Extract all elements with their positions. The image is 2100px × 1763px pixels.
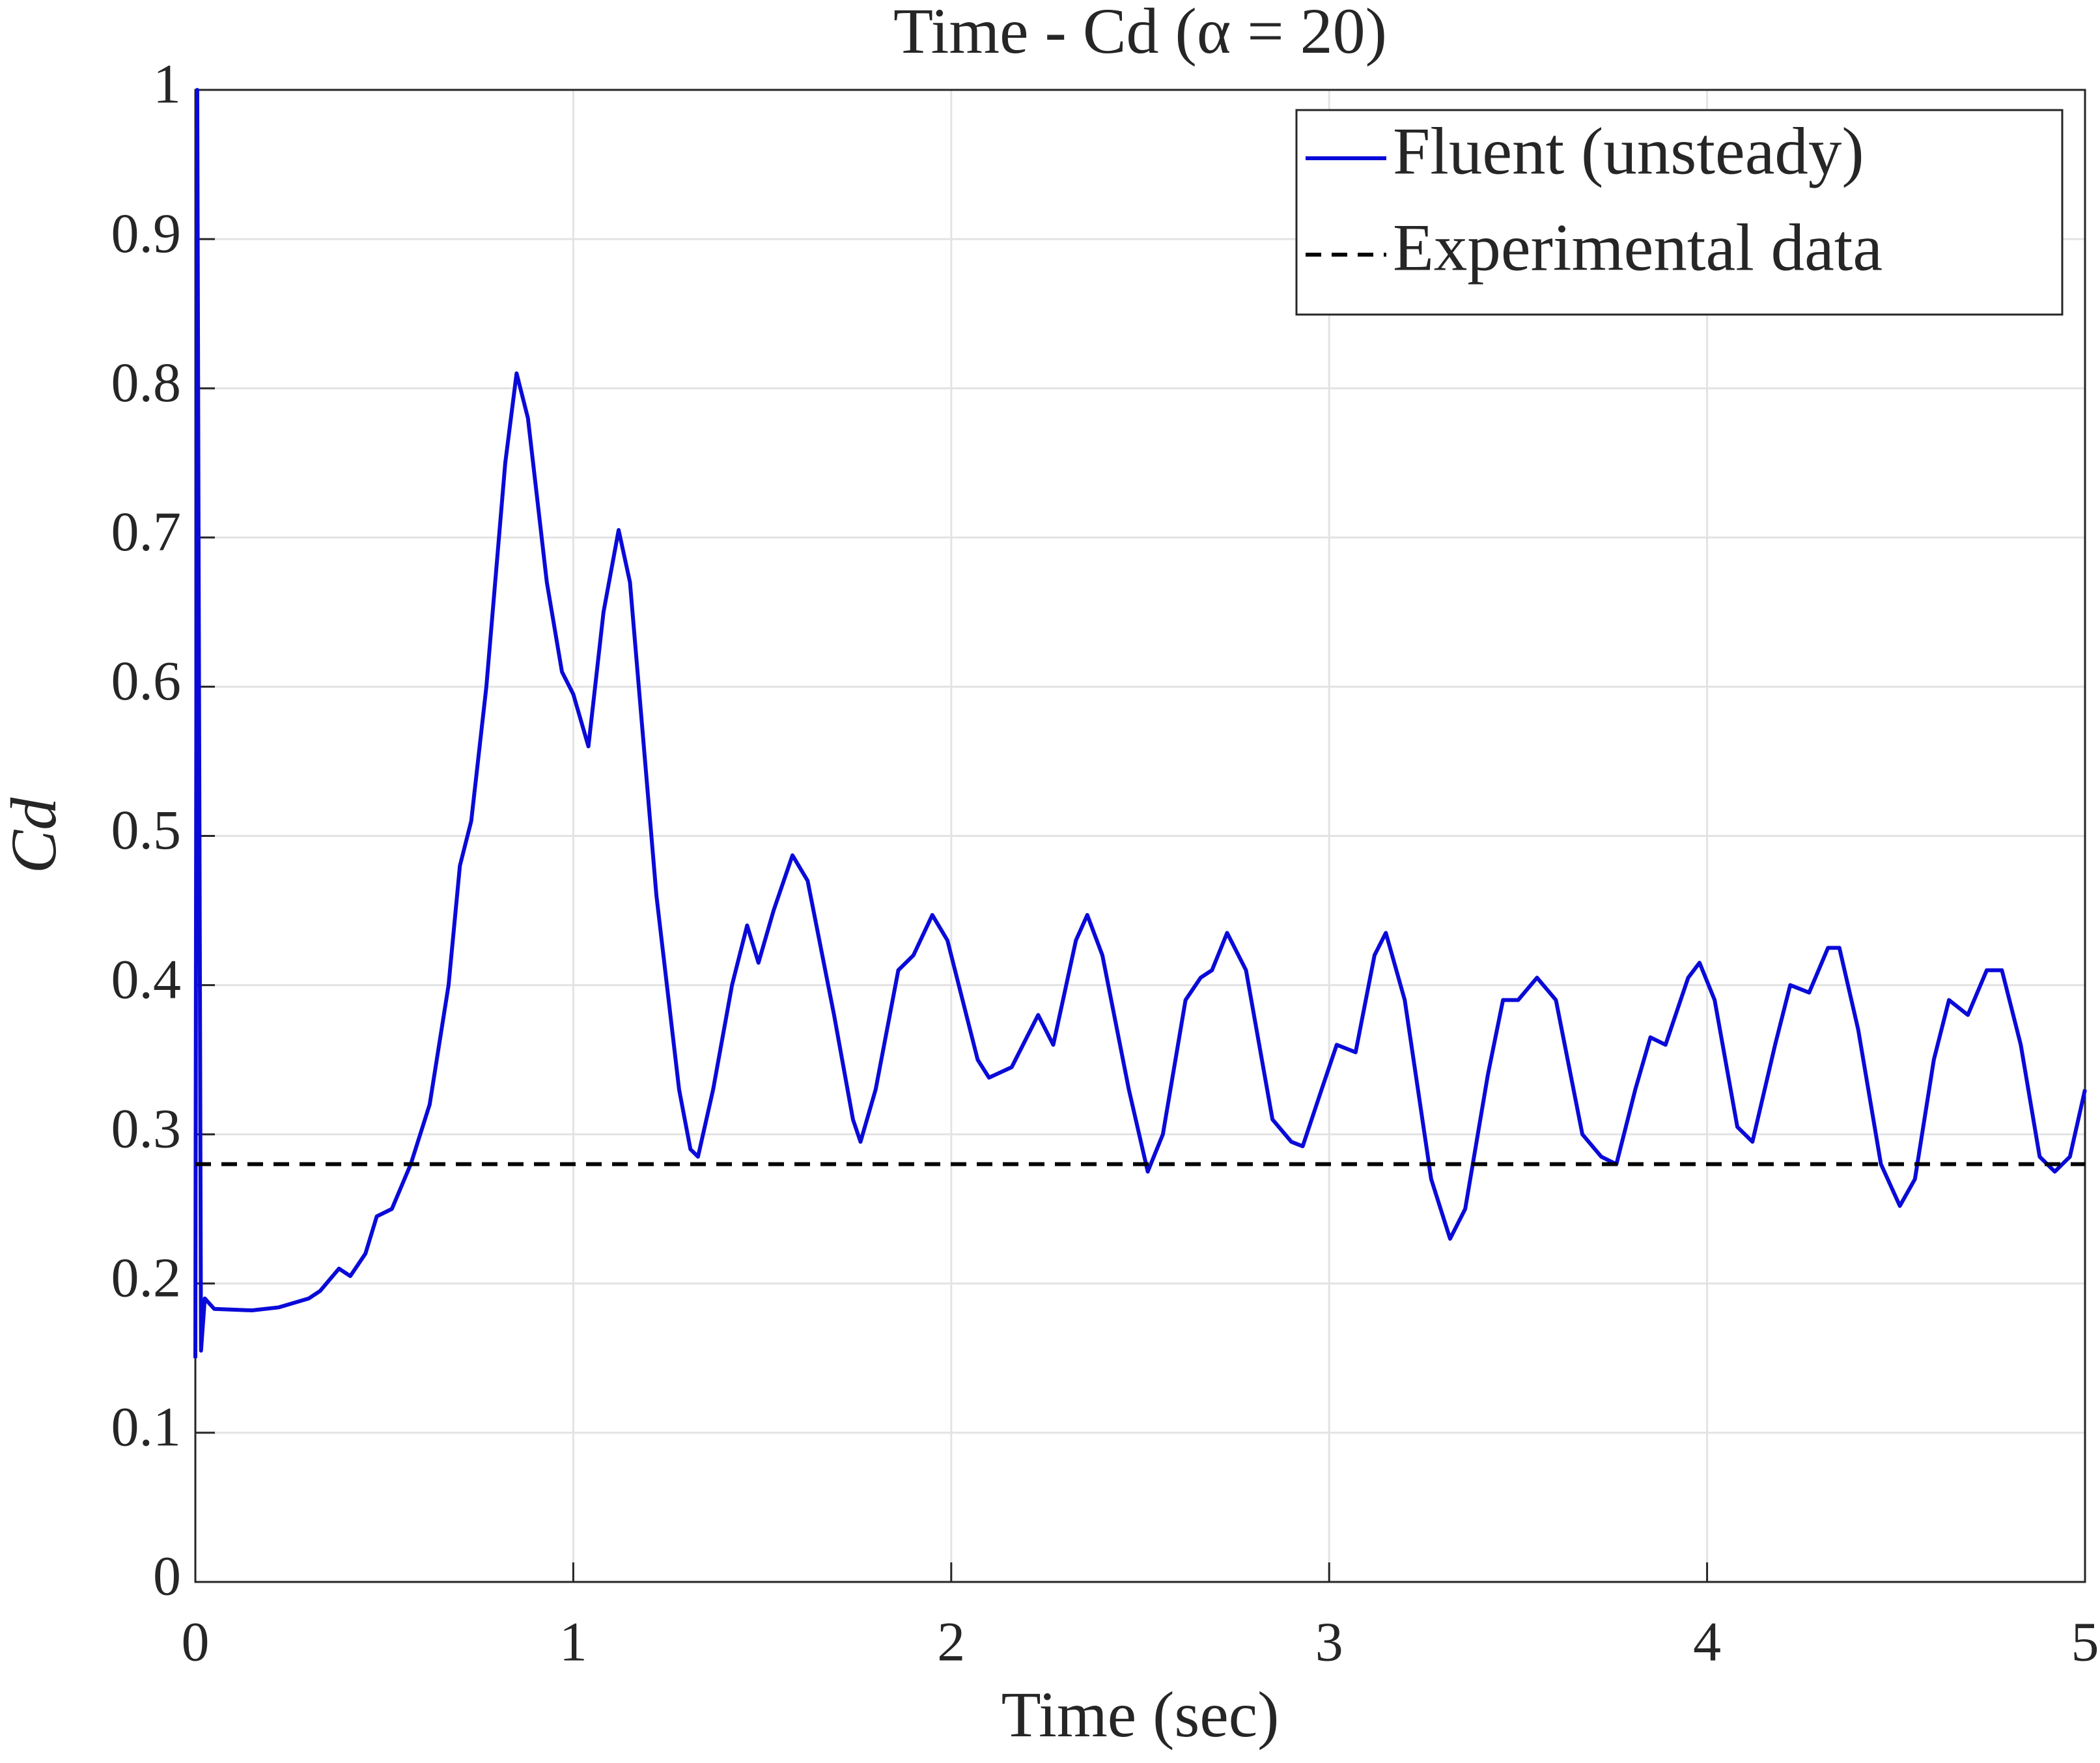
y-tick-label: 1 bbox=[153, 53, 181, 115]
y-tick-label: 0.1 bbox=[111, 1396, 182, 1458]
y-tick-label: 0.3 bbox=[111, 1097, 182, 1159]
legend-box bbox=[1295, 109, 2064, 316]
legend-label: Experimental data bbox=[1393, 211, 1883, 285]
chart-title: Time - Cd (α = 20) bbox=[893, 0, 1387, 67]
y-tick-label: 0.9 bbox=[111, 202, 182, 264]
legend-label: Fluent (unsteady) bbox=[1393, 115, 1864, 189]
x-tick-label: 5 bbox=[2071, 1611, 2099, 1673]
y-axis-label: Cd bbox=[0, 797, 70, 874]
y-tick-label: 0.8 bbox=[111, 351, 182, 414]
y-tick-label: 0.7 bbox=[111, 500, 182, 563]
y-tick-label: 0.2 bbox=[111, 1247, 182, 1309]
x-tick-label: 2 bbox=[937, 1611, 965, 1673]
x-tick-label: 1 bbox=[559, 1611, 587, 1673]
x-tick-label: 4 bbox=[1693, 1611, 1721, 1673]
y-tick-label: 0 bbox=[153, 1545, 181, 1607]
y-tick-label: 0.5 bbox=[111, 798, 182, 861]
y-tick-label: 0.4 bbox=[111, 948, 182, 1010]
y-tick-label: 0.6 bbox=[111, 649, 182, 712]
x-axis-label: Time (sec) bbox=[1001, 1678, 1280, 1751]
x-tick-label: 3 bbox=[1315, 1611, 1343, 1673]
series-line bbox=[193, 88, 2087, 1359]
x-tick-label: 0 bbox=[182, 1611, 210, 1673]
